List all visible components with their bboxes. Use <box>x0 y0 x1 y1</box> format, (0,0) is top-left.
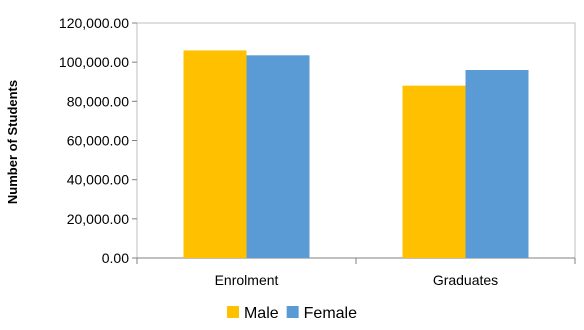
y-tick-label: 60,000.00 <box>67 133 129 149</box>
legend-label-male: Male <box>244 305 279 322</box>
bar-male-graduates <box>402 85 466 259</box>
legend-swatch-female <box>286 306 299 318</box>
x-tick-label: Enrolment <box>215 272 279 288</box>
y-tick-label: 20,000.00 <box>67 211 129 227</box>
bar-male-enrolment <box>183 50 247 258</box>
legend-swatch-male <box>226 306 239 318</box>
y-tick-label: 100,000.00 <box>59 54 129 70</box>
y-tick-label: 80,000.00 <box>67 93 129 109</box>
y-axis-title: Number of Students <box>5 80 20 204</box>
y-tick-label: 0.00 <box>102 250 129 266</box>
legend-label-female: Female <box>304 305 357 322</box>
x-tick-label: Graduates <box>433 272 498 288</box>
bar-female-graduates <box>465 70 529 258</box>
bar-female-enrolment <box>246 55 310 258</box>
y-tick-label: 120,000.00 <box>59 15 129 31</box>
y-tick-label: 40,000.00 <box>67 172 129 188</box>
